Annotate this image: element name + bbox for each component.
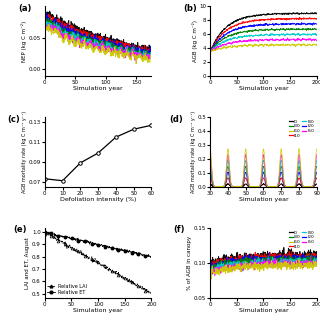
Relative ET xyxy=(90,242,93,246)
Y-axis label: % of AGB in canopy: % of AGB in canopy xyxy=(187,236,192,290)
X-axis label: Simulation year: Simulation year xyxy=(239,86,288,91)
Line: Relative LAI: Relative LAI xyxy=(44,232,147,293)
Y-axis label: NEP (kg C m⁻²): NEP (kg C m⁻²) xyxy=(21,20,27,62)
Legend: I0, I30, I60, I10, I40, I20, I50: I0, I30, I60, I10, I40, I20, I50 xyxy=(289,230,315,249)
Relative ET xyxy=(123,249,127,252)
Relative LAI xyxy=(110,269,114,273)
Relative ET xyxy=(56,234,60,237)
Relative ET xyxy=(83,239,87,243)
Relative LAI xyxy=(56,239,60,243)
Text: (b): (b) xyxy=(183,4,197,12)
Y-axis label: AGB mortality rate (kg C m⁻² y⁻¹): AGB mortality rate (kg C m⁻² y⁻¹) xyxy=(22,111,27,193)
Relative LAI xyxy=(43,232,47,236)
Relative ET xyxy=(110,246,114,250)
Text: (a): (a) xyxy=(18,4,31,12)
Relative ET xyxy=(70,236,74,240)
Relative ET xyxy=(43,230,47,234)
Relative LAI xyxy=(103,264,107,268)
Relative ET xyxy=(143,254,147,258)
Line: Relative ET: Relative ET xyxy=(44,231,146,257)
Text: (c): (c) xyxy=(7,115,20,124)
X-axis label: Simulation year: Simulation year xyxy=(73,86,123,91)
Relative LAI xyxy=(83,254,87,258)
X-axis label: Simulation year: Simulation year xyxy=(239,197,288,202)
Relative ET xyxy=(103,245,107,249)
Y-axis label: AGB (kg C m⁻²): AGB (kg C m⁻²) xyxy=(192,20,197,62)
Relative LAI xyxy=(50,234,53,238)
Legend: Relative LAI, Relative ET: Relative LAI, Relative ET xyxy=(47,284,87,295)
Y-axis label: AGB mortality rate (kg C m⁻² y⁻¹): AGB mortality rate (kg C m⁻² y⁻¹) xyxy=(191,111,196,193)
Relative LAI xyxy=(130,280,134,284)
Relative LAI xyxy=(70,246,74,250)
Relative LAI xyxy=(123,276,127,280)
X-axis label: Simulation year: Simulation year xyxy=(239,308,288,313)
Text: (d): (d) xyxy=(170,115,183,124)
X-axis label: Defoliation intensity (%): Defoliation intensity (%) xyxy=(60,197,136,202)
Relative LAI xyxy=(143,290,147,293)
Relative ET xyxy=(136,252,140,256)
Text: (f): (f) xyxy=(173,226,184,235)
Relative LAI xyxy=(90,257,93,261)
Relative ET xyxy=(116,248,120,252)
Relative ET xyxy=(76,239,80,243)
Relative ET xyxy=(130,251,134,255)
Relative LAI xyxy=(116,273,120,276)
Y-axis label: LAI and ET, August: LAI and ET, August xyxy=(26,237,30,289)
Relative LAI xyxy=(76,249,80,253)
Relative ET xyxy=(63,235,67,239)
Relative ET xyxy=(96,244,100,247)
Relative ET xyxy=(50,231,53,235)
Relative LAI xyxy=(136,284,140,288)
Legend: I0, I30, I60, I10, I40, I20, I50: I0, I30, I60, I10, I40, I20, I50 xyxy=(289,120,315,138)
X-axis label: Simulation year: Simulation year xyxy=(73,308,123,313)
Relative LAI xyxy=(96,260,100,264)
Text: (e): (e) xyxy=(13,226,26,235)
Relative LAI xyxy=(63,242,67,246)
